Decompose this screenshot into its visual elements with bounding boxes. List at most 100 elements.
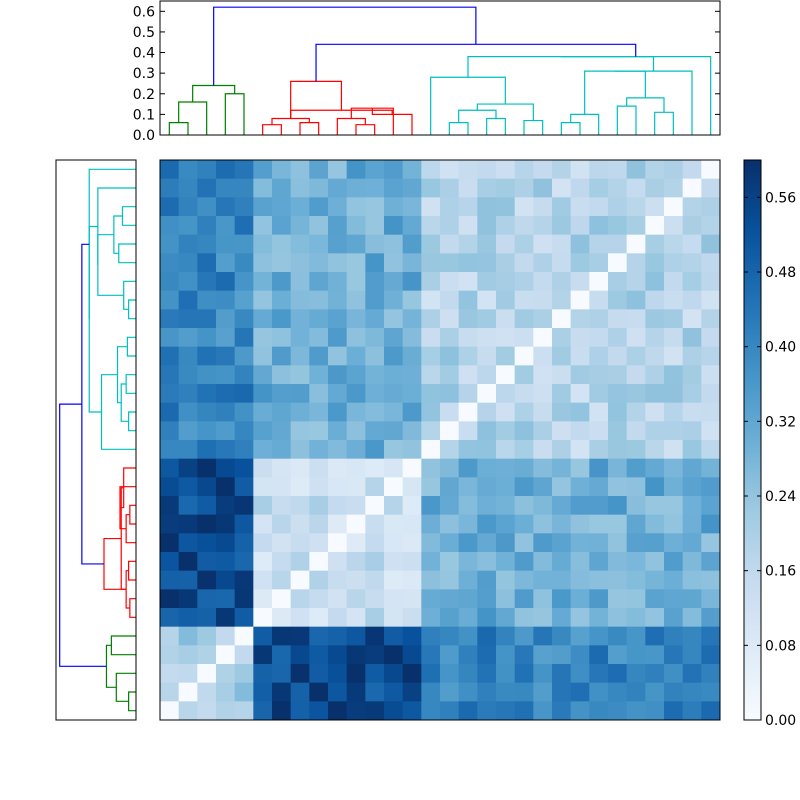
heatmap-cell: [421, 402, 441, 422]
heatmap-cell: [346, 664, 366, 684]
heatmap-cell: [608, 402, 628, 422]
heatmap-cell: [626, 402, 646, 422]
heatmap-cell: [608, 309, 628, 329]
heatmap-cell: [402, 664, 422, 684]
heatmap-cell: [384, 160, 404, 180]
heatmap-cell: [178, 309, 198, 329]
heatmap-cell: [346, 626, 366, 646]
heatmap-cell: [197, 533, 217, 553]
heatmap-cell: [216, 682, 236, 702]
heatmap-cell: [346, 477, 366, 497]
heatmap-cell: [216, 253, 236, 273]
heatmap-cell: [421, 384, 441, 404]
heatmap-cell: [178, 682, 198, 702]
heatmap-cell: [365, 384, 385, 404]
left-dendrogram-link: [125, 514, 136, 544]
heatmap-cell: [365, 682, 385, 702]
heatmap-cell: [346, 458, 366, 478]
heatmap-cell: [664, 272, 684, 292]
heatmap-cell: [365, 664, 385, 684]
heatmap-cell: [458, 514, 478, 534]
heatmap-cell: [234, 253, 254, 273]
heatmap-cell: [496, 664, 516, 684]
dendrogram-tick-label: 0.3: [133, 66, 155, 82]
heatmap-cell: [309, 290, 329, 310]
heatmap-cell: [234, 346, 254, 366]
heatmap-cell: [309, 216, 329, 236]
heatmap-cell: [440, 234, 460, 254]
heatmap-cell: [234, 514, 254, 534]
heatmap-cell: [589, 645, 609, 665]
heatmap-cell: [682, 309, 702, 329]
heatmap-cell: [290, 589, 310, 609]
heatmap-cell: [328, 589, 348, 609]
heatmap-cell: [272, 552, 292, 572]
heatmap-cell: [645, 234, 665, 254]
heatmap-cell: [477, 552, 497, 572]
heatmap-cell: [570, 290, 590, 310]
heatmap-cell: [421, 514, 441, 534]
heatmap-cell: [272, 682, 292, 702]
heatmap: [159, 159, 721, 721]
left-dendrogram-link: [81, 243, 104, 565]
heatmap-cell: [346, 570, 366, 590]
heatmap-cell: [458, 328, 478, 348]
heatmap-cell: [365, 234, 385, 254]
heatmap-cell: [552, 234, 572, 254]
heatmap-cell: [234, 384, 254, 404]
heatmap-cell: [178, 458, 198, 478]
heatmap-cell: [365, 589, 385, 609]
heatmap-cell: [216, 701, 236, 721]
heatmap-cell: [402, 365, 422, 385]
heatmap-cell: [477, 384, 497, 404]
heatmap-cell: [589, 216, 609, 236]
heatmap-cell: [178, 216, 198, 236]
heatmap-cell: [514, 682, 534, 702]
heatmap-cell: [272, 496, 292, 516]
heatmap-cell: [290, 216, 310, 236]
heatmap-cell: [701, 664, 721, 684]
heatmap-cell: [626, 365, 646, 385]
heatmap-cell: [384, 589, 404, 609]
top-dendrogram-link: [486, 117, 506, 135]
heatmap-cell: [645, 514, 665, 534]
heatmap-cell: [272, 290, 292, 310]
heatmap-cell: [421, 570, 441, 590]
heatmap-cell: [328, 440, 348, 460]
heatmap-cell: [290, 682, 310, 702]
heatmap-cell: [234, 458, 254, 478]
heatmap-cell: [514, 608, 534, 628]
heatmap-cell: [626, 514, 646, 534]
heatmap-cell: [253, 552, 273, 572]
heatmap-cell: [402, 440, 422, 460]
heatmap-cell: [160, 570, 180, 590]
heatmap-cell: [290, 440, 310, 460]
left-dendrogram-link: [120, 383, 129, 422]
heatmap-cell: [402, 346, 422, 366]
heatmap-cell: [160, 458, 180, 478]
heatmap-cell: [234, 178, 254, 198]
heatmap-cell: [477, 365, 497, 385]
heatmap-cell: [589, 626, 609, 646]
heatmap-cell: [626, 346, 646, 366]
heatmap-cell: [608, 589, 628, 609]
left-dendrogram-links: [59, 168, 136, 712]
top-dendrogram-link: [467, 56, 655, 78]
heatmap-cell: [645, 570, 665, 590]
heatmap-cell: [234, 160, 254, 180]
heatmap-cell: [682, 197, 702, 217]
heatmap-cell: [533, 197, 553, 217]
heatmap-cell: [216, 216, 236, 236]
heatmap-cell: [496, 458, 516, 478]
heatmap-cell: [608, 682, 628, 702]
heatmap-cell: [216, 589, 236, 609]
heatmap-cell: [645, 645, 665, 665]
heatmap-cell: [608, 477, 628, 497]
dendrogram-tick-label: 0.1: [133, 107, 155, 123]
heatmap-cell: [645, 552, 665, 572]
heatmap-cell: [458, 402, 478, 422]
heatmap-cell: [608, 514, 628, 534]
heatmap-cell: [514, 178, 534, 198]
heatmap-cell: [440, 701, 460, 721]
